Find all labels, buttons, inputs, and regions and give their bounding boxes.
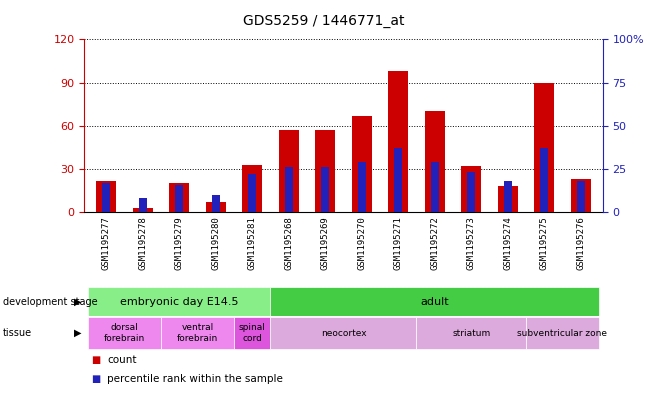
Text: GSM1195275: GSM1195275	[540, 216, 549, 270]
Bar	[571, 179, 591, 212]
Text: adult: adult	[421, 297, 449, 307]
Text: count: count	[107, 354, 137, 365]
Bar	[540, 148, 548, 212]
Text: GSM1195268: GSM1195268	[284, 216, 293, 270]
Text: ■: ■	[91, 354, 100, 365]
Bar	[205, 202, 226, 212]
Bar	[417, 317, 526, 349]
Bar	[424, 111, 445, 212]
Text: GSM1195272: GSM1195272	[430, 216, 439, 270]
Bar	[431, 162, 439, 212]
Text: GSM1195273: GSM1195273	[467, 216, 476, 270]
Text: ▶: ▶	[73, 328, 81, 338]
Bar	[270, 317, 417, 349]
Text: GSM1195274: GSM1195274	[503, 216, 512, 270]
Text: GSM1195278: GSM1195278	[138, 216, 147, 270]
Text: subventricular zone: subventricular zone	[518, 329, 607, 338]
Text: GSM1195271: GSM1195271	[394, 216, 402, 270]
Bar	[161, 317, 234, 349]
Text: GDS5259 / 1446771_at: GDS5259 / 1446771_at	[243, 13, 405, 28]
Bar	[96, 180, 116, 212]
Text: GSM1195281: GSM1195281	[248, 216, 257, 270]
Bar	[526, 317, 599, 349]
Bar	[248, 174, 256, 212]
Bar	[88, 317, 161, 349]
Bar	[352, 116, 372, 212]
Bar	[315, 130, 335, 212]
Bar	[534, 83, 554, 212]
Text: GSM1195279: GSM1195279	[175, 216, 183, 270]
Bar	[139, 198, 146, 212]
Text: ventral
forebrain: ventral forebrain	[177, 323, 218, 343]
Text: GSM1195277: GSM1195277	[102, 216, 111, 270]
Bar	[388, 71, 408, 212]
Bar	[394, 148, 402, 212]
Bar	[212, 195, 220, 212]
Text: neocortex: neocortex	[321, 329, 366, 338]
Text: striatum: striatum	[452, 329, 491, 338]
Text: dorsal
forebrain: dorsal forebrain	[104, 323, 145, 343]
Text: spinal
cord: spinal cord	[238, 323, 266, 343]
Text: GSM1195280: GSM1195280	[211, 216, 220, 270]
Bar	[461, 166, 481, 212]
Text: GSM1195270: GSM1195270	[357, 216, 366, 270]
Bar	[503, 181, 512, 212]
Bar	[284, 167, 293, 212]
Bar	[102, 183, 110, 212]
Text: percentile rank within the sample: percentile rank within the sample	[107, 374, 283, 384]
Bar	[498, 186, 518, 212]
Text: tissue: tissue	[3, 328, 32, 338]
Bar	[270, 287, 599, 316]
Text: GSM1195276: GSM1195276	[576, 216, 585, 270]
Bar	[133, 208, 153, 212]
Text: embryonic day E14.5: embryonic day E14.5	[120, 297, 238, 307]
Bar	[88, 287, 270, 316]
Bar	[321, 167, 329, 212]
Text: ▶: ▶	[73, 297, 81, 307]
Bar	[234, 317, 270, 349]
Text: ■: ■	[91, 374, 100, 384]
Bar	[577, 181, 584, 212]
Bar	[242, 165, 262, 212]
Bar	[169, 184, 189, 212]
Bar	[467, 173, 475, 212]
Text: development stage: development stage	[3, 297, 98, 307]
Bar	[175, 185, 183, 212]
Bar	[358, 162, 365, 212]
Text: GSM1195269: GSM1195269	[321, 216, 330, 270]
Bar	[279, 130, 299, 212]
